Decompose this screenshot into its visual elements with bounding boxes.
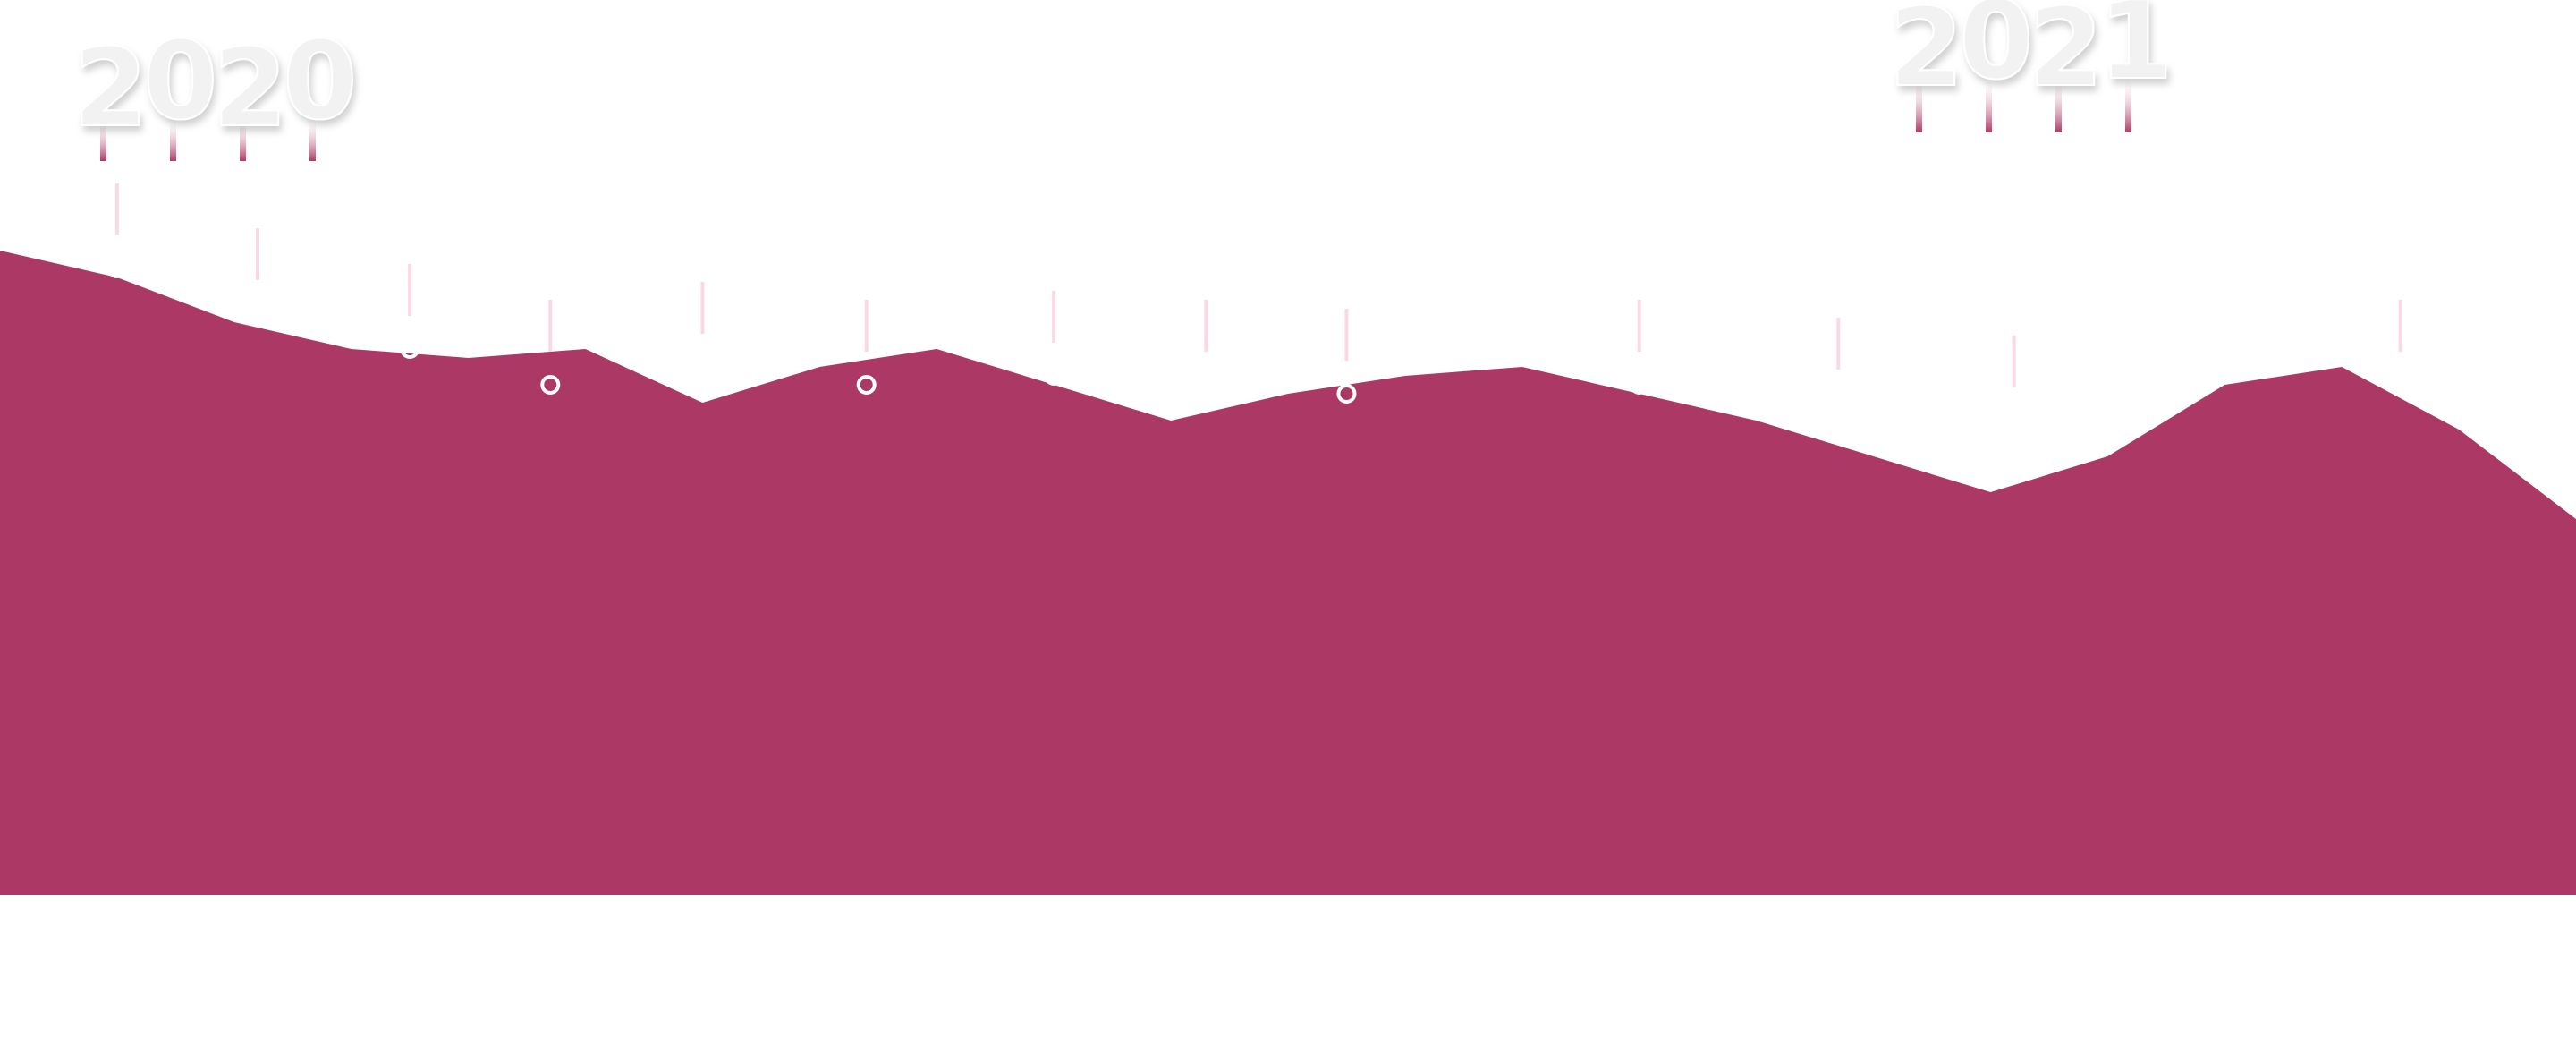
data-point-9 [1336, 309, 1357, 404]
marker-stem [700, 282, 705, 334]
data-point-4 [540, 300, 561, 395]
marker-dot [1828, 393, 1849, 413]
marker-dot [2390, 375, 2411, 395]
data-markers [106, 183, 2411, 430]
year-digit: 2 [2029, 0, 2104, 111]
marker-stem [2012, 336, 2016, 387]
marker-stem [256, 228, 259, 280]
marker-dot [1044, 366, 1064, 386]
data-point-8 [1196, 300, 1216, 395]
marker-dot [1336, 384, 1357, 404]
area-fill [0, 251, 2576, 895]
data-point-1 [106, 183, 127, 278]
data-point-11 [1828, 318, 1849, 413]
year-pin [240, 116, 246, 161]
year-pin [100, 116, 106, 161]
marker-dot [248, 303, 267, 323]
year-digit: 2 [213, 27, 288, 151]
year-digit: 0 [283, 20, 358, 144]
marker-stem [1052, 291, 1056, 343]
year-pin [2055, 76, 2062, 132]
data-point-12 [2004, 336, 2024, 430]
year-digit: 0 [1959, 0, 2034, 104]
marker-stem [114, 183, 119, 235]
marker-dot [856, 375, 877, 395]
marker-dot [692, 357, 713, 377]
marker-stem [548, 300, 553, 352]
marker-dot [1196, 375, 1216, 395]
year-digit: 2 [1889, 0, 1964, 111]
marker-stem [1204, 300, 1208, 352]
year-pin [309, 116, 316, 161]
data-point-2 [248, 228, 267, 323]
marker-stem [408, 264, 412, 316]
marker-dot [106, 259, 127, 278]
marker-dot [2004, 411, 2024, 430]
data-point-6 [856, 300, 877, 395]
marker-dot [400, 339, 420, 359]
year-pin [2125, 76, 2131, 132]
year-digit: 0 [143, 20, 218, 144]
marker-stem [1836, 318, 1841, 370]
data-point-10 [1629, 300, 1649, 395]
year-digit: 1 [2098, 0, 2174, 104]
year-digit: 2 [73, 27, 148, 151]
data-point-3 [400, 264, 420, 359]
data-point-5 [692, 282, 713, 377]
marker-dot [1629, 375, 1649, 395]
data-point-7 [1044, 291, 1064, 386]
marker-stem [864, 300, 869, 352]
year-pin [1986, 76, 1992, 132]
data-point-13 [2390, 300, 2411, 395]
marker-stem [1637, 300, 1641, 352]
marker-dot [540, 375, 561, 395]
marker-stem [2398, 300, 2402, 352]
year-pin [170, 116, 176, 161]
marker-stem [1344, 309, 1349, 361]
year-pin [1916, 76, 1922, 132]
